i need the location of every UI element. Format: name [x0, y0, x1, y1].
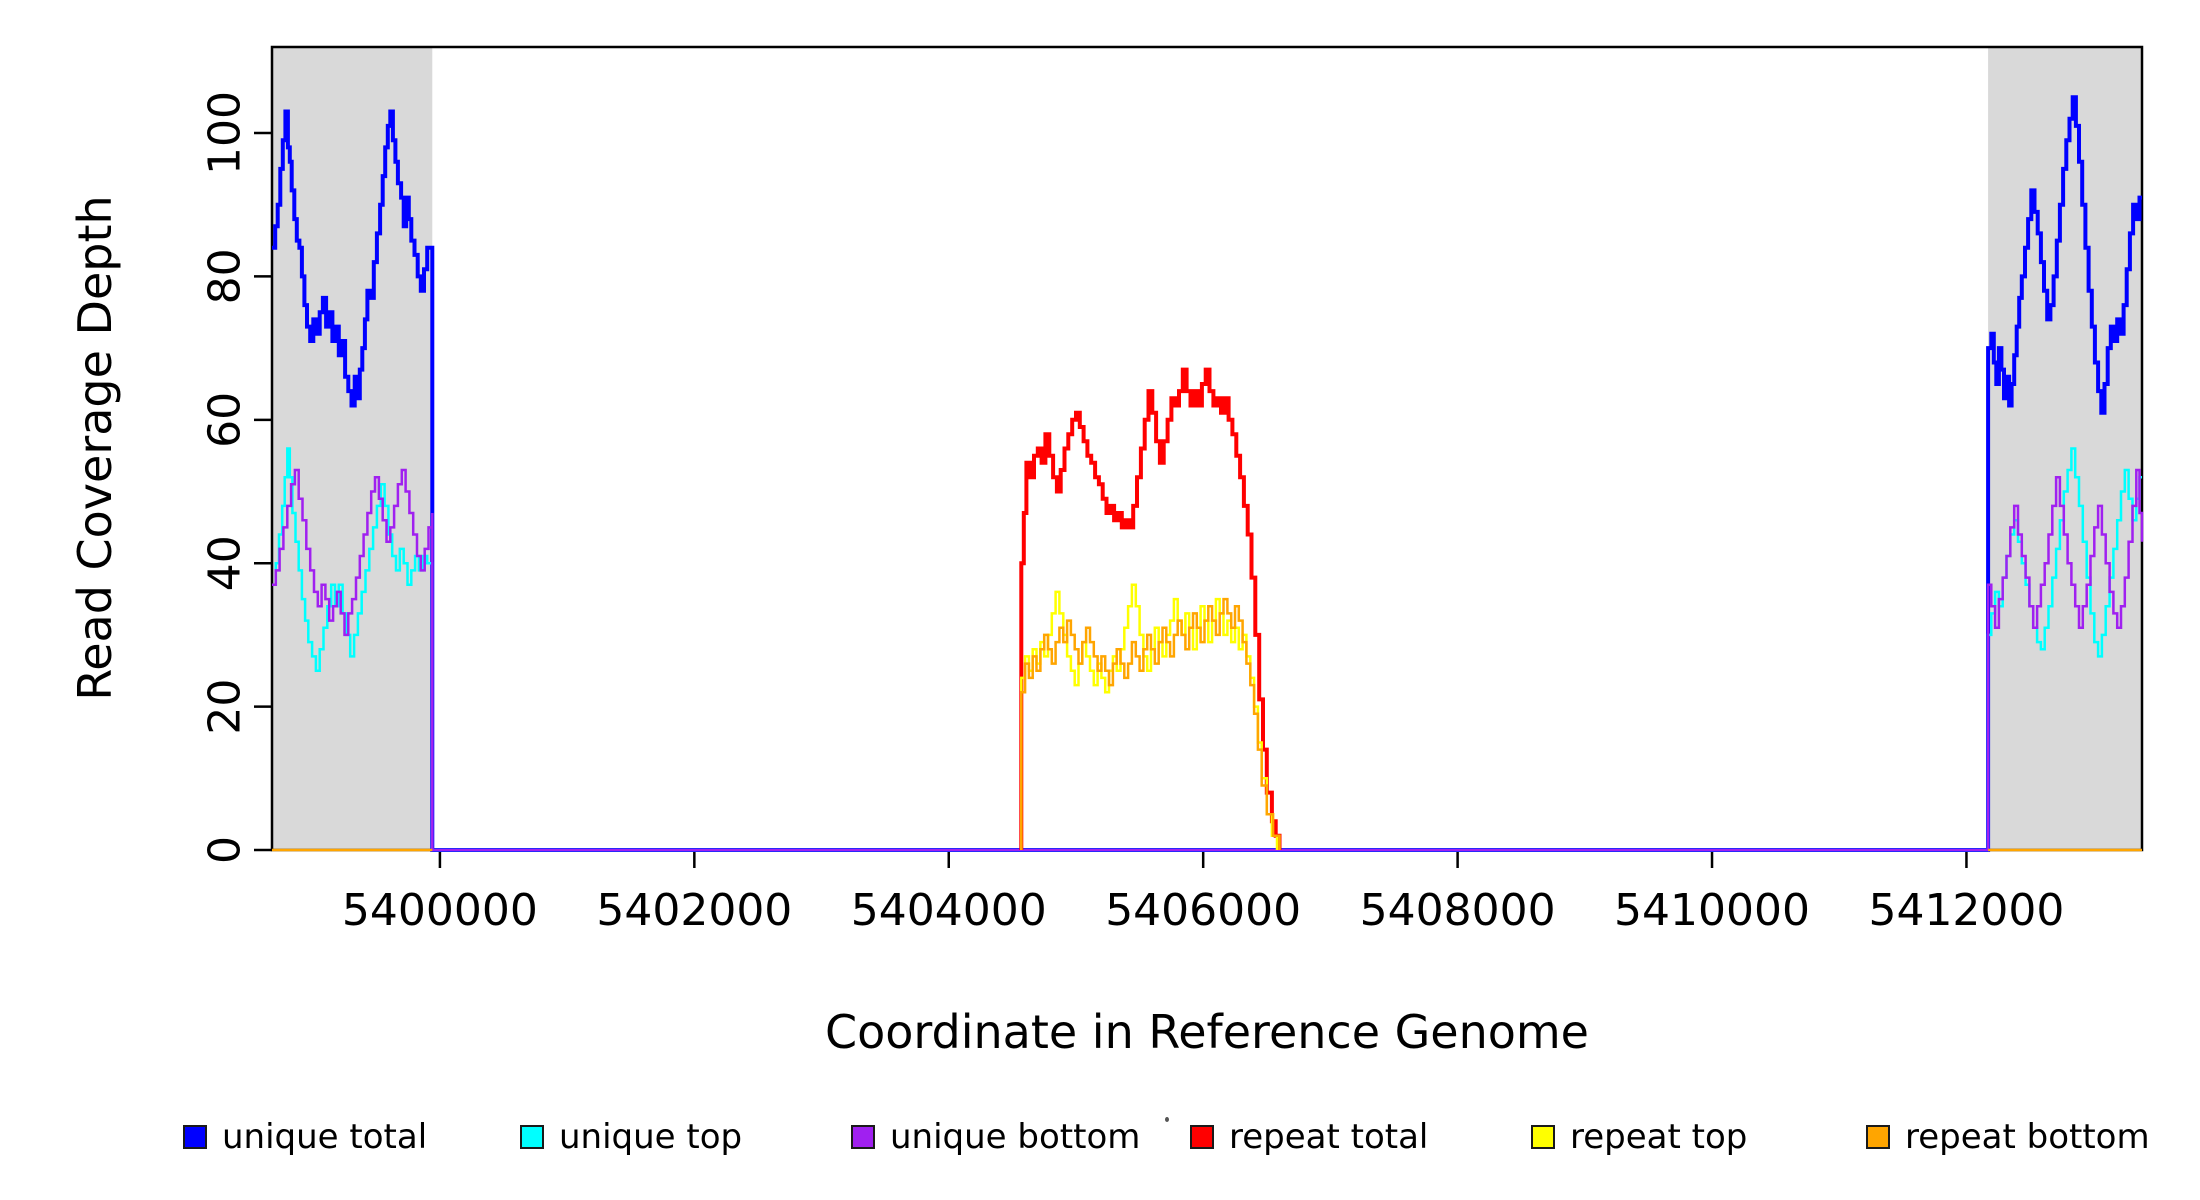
x-tick-label: 5404000	[851, 885, 1047, 936]
legend-swatch-unique-top	[520, 1125, 544, 1149]
legend-swatch-unique-bottom	[851, 1125, 875, 1149]
y-tick-label: 60	[199, 392, 250, 448]
legend-swatch-repeat-bottom	[1866, 1125, 1890, 1149]
legend-label: repeat top	[1570, 1117, 1748, 1157]
series-repeat-bottom	[1020, 597, 1281, 850]
y-tick-label: 0	[199, 836, 250, 864]
y-tick-label: 20	[199, 679, 250, 735]
x-tick-label: 5400000	[342, 885, 538, 936]
legend-label: unique bottom	[890, 1117, 1141, 1157]
y-tick-label: 80	[199, 248, 250, 304]
x-tick-label: 5408000	[1360, 885, 1556, 936]
legend-swatch-repeat-top	[1531, 1125, 1555, 1149]
stray-dot	[1165, 1117, 1169, 1122]
y-tick-label: 100	[199, 91, 250, 175]
x-tick-label: 5406000	[1105, 885, 1301, 936]
legend-item-unique-bottom: unique bottom	[851, 1120, 1140, 1154]
legend-label: unique total	[222, 1117, 428, 1157]
series-repeat-top	[1020, 583, 1279, 850]
x-tick-label: 5410000	[1614, 885, 1810, 936]
legend-label: unique top	[559, 1117, 743, 1157]
legend-item-repeat-bottom: repeat bottom	[1866, 1120, 2150, 1154]
series-unique-top	[272, 447, 2142, 852]
series-repeat-total	[1019, 367, 1282, 850]
legend-item-unique-top: unique top	[520, 1120, 742, 1154]
x-tick-label: 5412000	[1868, 885, 2064, 936]
x-axis-title: Coordinate in Reference Genome	[825, 1005, 1589, 1059]
x-tick-label: 5402000	[596, 885, 792, 936]
legend-label: repeat bottom	[1905, 1117, 2150, 1157]
legend-label: repeat total	[1229, 1117, 1429, 1157]
legend-item-repeat-top: repeat top	[1531, 1120, 1747, 1154]
series-unique-total	[272, 95, 2142, 852]
left-duplication-block	[272, 47, 433, 850]
y-tick-label: 40	[199, 535, 250, 591]
legend-item-unique-total: unique total	[183, 1120, 427, 1154]
legend-swatch-unique-total	[183, 1125, 207, 1149]
series-unique-bottom	[272, 468, 2144, 852]
legend-item-repeat-total: repeat total	[1190, 1120, 1428, 1154]
plot-border	[270, 45, 2144, 852]
y-axis-title: Read Coverage Depth	[68, 195, 122, 701]
legend-swatch-repeat-total	[1190, 1125, 1214, 1149]
